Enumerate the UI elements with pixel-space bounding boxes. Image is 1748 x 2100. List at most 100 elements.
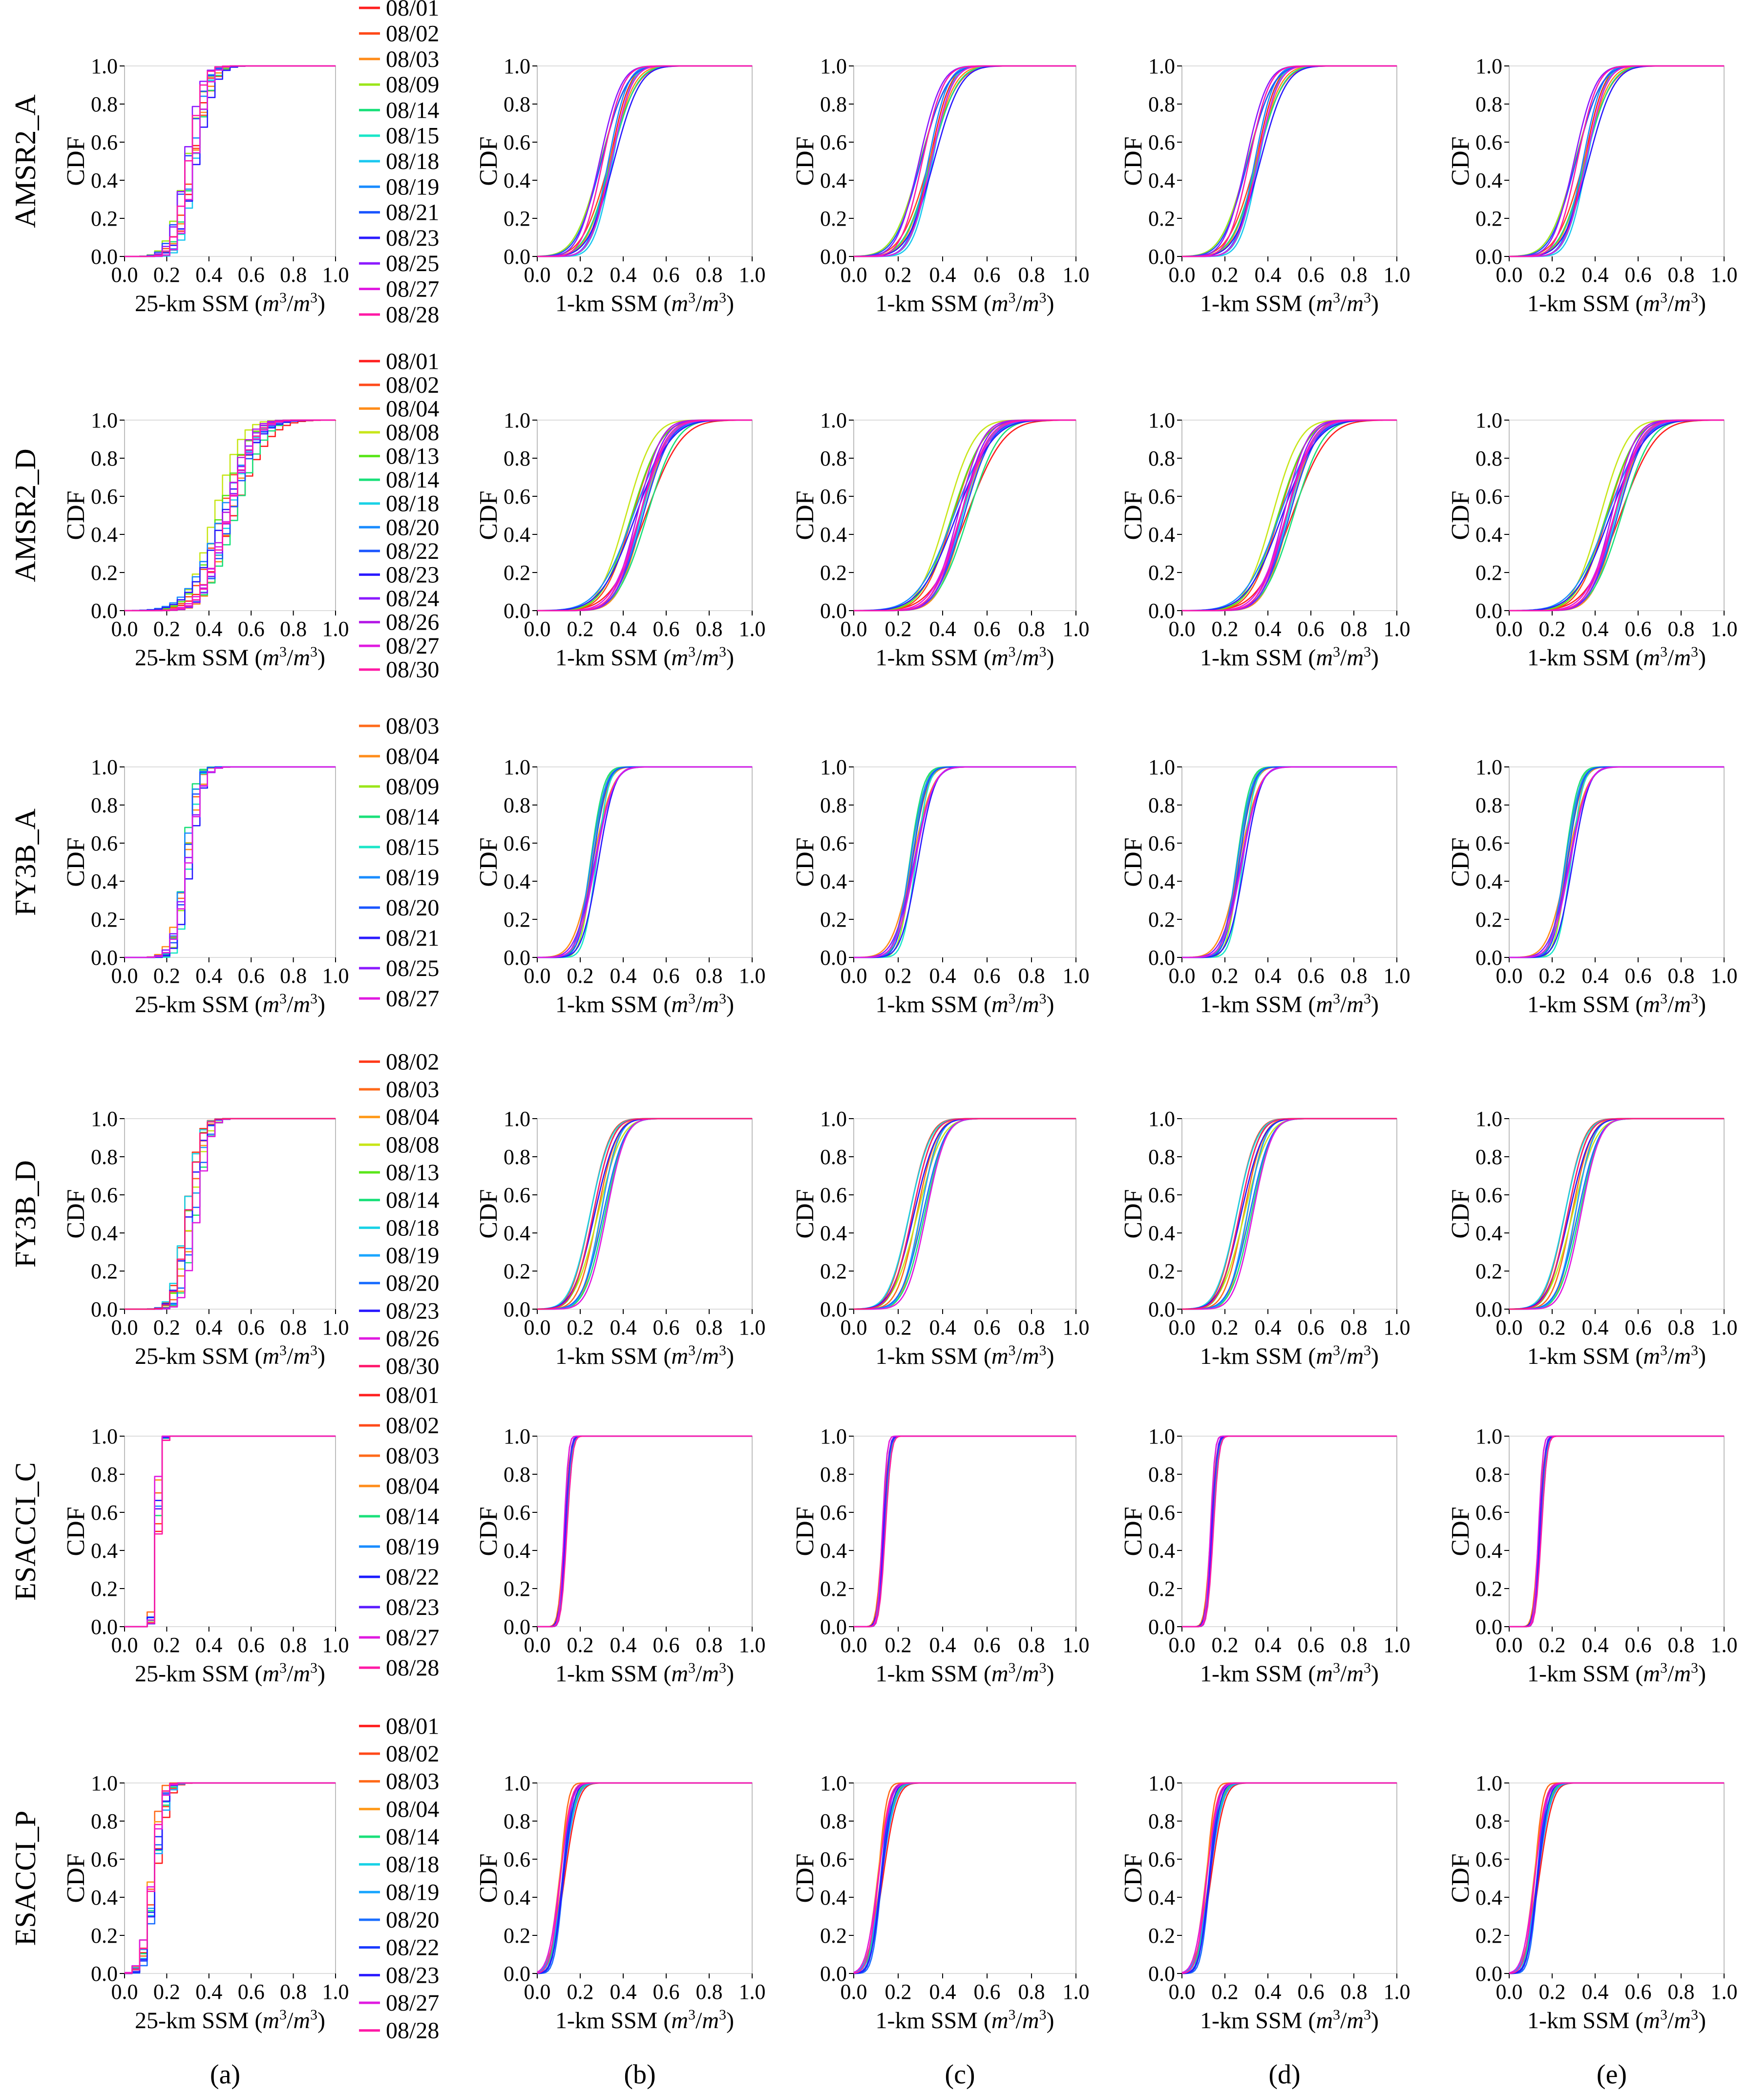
y-tick-label: 0.2	[820, 1924, 847, 1948]
cdf-line-08-01	[1509, 65, 1724, 257]
x-tick-label: 0.2	[1539, 1633, 1566, 1657]
legend-entry: 08/09	[386, 774, 439, 800]
cdf-line-08-03	[125, 1782, 336, 1974]
cdf-line-08-03	[537, 65, 752, 257]
x-tick-label: 0.6	[1625, 263, 1652, 287]
x-tick-label: 1.0	[322, 617, 349, 641]
x-tick-label: 0.0	[1496, 1980, 1523, 2004]
panel-amsr2_d-d: 0.0 0.2 0.4 0.6 0.8 1.0 0.0 0.2 0.4 0.6 0.8 1.0 CDF 1…	[1119, 408, 1411, 671]
x-tick-label: 0.8	[1668, 617, 1695, 641]
legend-entry: 08/21	[386, 200, 439, 226]
panel-esacci_p-c: 0.0 0.2 0.4 0.6 0.8 1.0 0.0 0.2 0.4 0.6 0.8 1.0 CDF 1…	[791, 1771, 1090, 2034]
y-tick-label: 0.4	[91, 870, 118, 893]
cdf-line-08-23	[537, 419, 752, 612]
cdf-line-08-02	[1182, 1118, 1397, 1310]
y-tick-label: 0.8	[1475, 1145, 1502, 1169]
cdf-line-08-19	[1509, 1118, 1724, 1310]
cdf-line-08-04	[1509, 766, 1724, 958]
x-tick-label: 0.0	[111, 617, 138, 641]
y-tick-label: 0.4	[504, 870, 530, 893]
x-tick-label: 0.8	[1668, 263, 1695, 287]
legend-entry: 08/04	[386, 743, 439, 769]
plot-frame	[124, 65, 336, 257]
x-tick-label: 0.2	[567, 964, 594, 988]
cdf-line-08-09	[537, 766, 752, 958]
x-tick-label: 0.4	[1582, 1633, 1609, 1657]
x-tick-label: 0.6	[653, 1633, 680, 1657]
y-tick-label: 0.8	[820, 1145, 847, 1169]
x-tick-label: 0.2	[885, 617, 912, 641]
x-tick-label: 0.4	[610, 617, 637, 641]
y-tick-label: 1.0	[1148, 408, 1175, 432]
x-tick-label: 1.0	[1384, 617, 1411, 641]
cdf-line-08-18	[1181, 1782, 1397, 1974]
cdf-line-08-14	[537, 419, 752, 612]
x-tick-label: 0.6	[238, 1633, 265, 1657]
cdf-line-08-26	[1182, 1118, 1397, 1310]
y-tick-label: 0.8	[504, 446, 530, 470]
legend-entry: 08/23	[386, 1594, 439, 1620]
x-tick-label: 1.0	[1063, 1633, 1090, 1657]
y-tick-label: 0.8	[1475, 1809, 1502, 1833]
x-tick-label: 0.2	[153, 263, 180, 287]
x-tick-label: 0.2	[885, 1980, 912, 2004]
cdf-line-08-04	[854, 766, 1076, 958]
x-tick-label: 0.4	[610, 1315, 637, 1339]
cdf-line-08-27	[1182, 65, 1397, 257]
x-tick-label: 0.0	[841, 1633, 867, 1657]
cdf-line-08-09	[854, 766, 1076, 958]
cdf-line-08-09	[125, 766, 336, 958]
cdf-line-08-19	[1509, 766, 1724, 958]
legend-entry: 08/03	[386, 46, 439, 72]
x-tick-label: 0.6	[653, 1315, 680, 1339]
y-axis-label: CDF	[791, 1506, 819, 1556]
legend-entry: 08/13	[386, 1160, 439, 1186]
y-tick-label: 0.2	[1148, 207, 1175, 231]
x-tick-label: 0.4	[195, 263, 222, 287]
cdf-line-08-13	[537, 419, 752, 612]
y-tick-label: 0.6	[1148, 1183, 1175, 1207]
y-tick-label: 1.0	[820, 54, 847, 78]
x-axis-label: 1-km SSM (m3/m3)	[1200, 991, 1379, 1018]
x-tick-label: 0.6	[238, 1980, 265, 2004]
cdf-line-08-28	[1509, 65, 1724, 257]
cdf-line-08-02	[125, 65, 336, 257]
y-tick-label: 0.4	[504, 1539, 530, 1563]
column-label-c: (c)	[945, 2059, 975, 2090]
cdf-line-08-08	[854, 1118, 1076, 1310]
legend-entry: 08/28	[386, 1655, 439, 1681]
y-tick-label: 0.4	[1475, 523, 1502, 547]
y-tick-label: 0.6	[504, 130, 530, 154]
legend-entry: 08/18	[386, 148, 439, 174]
cdf-line-08-23	[854, 1435, 1076, 1628]
cdf-line-08-25	[125, 65, 336, 257]
x-tick-label: 0.6	[238, 617, 265, 641]
cdf-line-08-26	[125, 1118, 336, 1310]
x-axis-label: 25-km SSM (m3/m3)	[135, 2007, 325, 2034]
cdf-line-08-23	[537, 1118, 752, 1310]
y-tick-label: 0.0	[91, 1297, 118, 1321]
cdf-line-08-19	[1182, 65, 1397, 257]
y-tick-label: 0.6	[1475, 1847, 1502, 1871]
x-tick-label: 0.2	[153, 1315, 180, 1339]
x-tick-label: 0.8	[280, 964, 307, 988]
cdf-line-08-03	[1182, 65, 1397, 257]
cdf-line-08-23	[537, 65, 752, 257]
x-tick-label: 1.0	[1711, 617, 1738, 641]
plot-frame	[537, 766, 753, 958]
x-tick-label: 0.2	[1539, 1980, 1566, 2004]
cdf-line-08-27	[1509, 766, 1724, 958]
x-tick-label: 0.8	[1018, 1633, 1045, 1657]
y-tick-label: 1.0	[1148, 54, 1175, 78]
cdf-line-08-30	[537, 1118, 752, 1310]
cdf-line-08-09	[125, 65, 336, 257]
cdf-line-08-19	[125, 65, 336, 257]
x-tick-label: 0.4	[1582, 617, 1609, 641]
legend-entry: 08/19	[386, 1243, 439, 1269]
cdf-line-08-14	[1509, 1118, 1724, 1310]
cdf-line-08-22	[854, 1435, 1076, 1628]
x-tick-label: 0.0	[841, 1315, 867, 1339]
cdf-line-08-15	[854, 65, 1076, 257]
cdf-line-08-19	[537, 1118, 752, 1310]
legend-entry: 08/02	[386, 21, 439, 46]
